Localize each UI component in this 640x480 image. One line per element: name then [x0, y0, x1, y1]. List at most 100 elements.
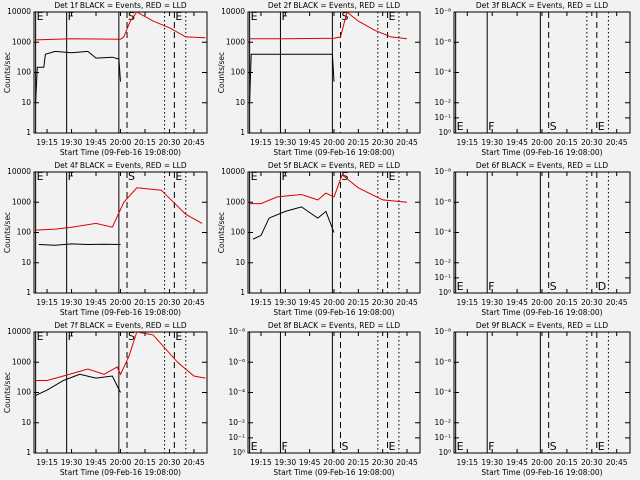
x-tick-label: 19:30 — [481, 138, 503, 147]
x-tick-label: 19:45 — [506, 458, 528, 467]
x-tick-label: 19:30 — [61, 298, 83, 307]
x-tick-label: 20:45 — [183, 458, 205, 467]
panel-title: Det 2f BLACK = Events, RED = LLD — [268, 1, 401, 10]
y-tick-label: 1000 — [12, 197, 31, 206]
event-marker-label: F — [281, 10, 287, 23]
x-tick-label: 19:30 — [275, 138, 297, 147]
x-tick-label: 20:30 — [581, 458, 603, 467]
x-axis-label: Start Time (09-Feb-16 19:08:00) — [481, 148, 602, 157]
event-marker-label: E — [251, 10, 258, 23]
x-tick-label: 20:00 — [323, 298, 345, 307]
y-tick-label: 10⁻² — [434, 258, 451, 267]
data-line — [35, 332, 206, 381]
x-tick-label: 20:15 — [348, 138, 370, 147]
event-marker-label: S — [550, 280, 557, 293]
event-marker-label: F — [68, 10, 74, 23]
y-tick-label: 10000 — [221, 7, 245, 16]
y-tick-label: 1 — [240, 288, 245, 297]
data-line — [35, 50, 121, 103]
x-axis-label: Start Time (09-Feb-16 19:08:00) — [60, 308, 181, 317]
x-tick-label: 20:15 — [134, 298, 156, 307]
y-tick-label: 10⁻⁴ — [434, 388, 451, 397]
plot-frame — [247, 331, 421, 454]
event-marker-label: E — [37, 170, 44, 183]
x-axis-label: Start Time (09-Feb-16 19:08:00) — [273, 148, 394, 157]
x-tick-label: 20:00 — [531, 458, 553, 467]
y-tick-label: 1000 — [12, 357, 31, 366]
y-tick-label: 10⁻⁴ — [434, 228, 451, 237]
y-tick-label: 10⁰ — [438, 288, 451, 297]
x-tick-label: 20:15 — [348, 298, 370, 307]
y-tick-label: 10⁰ — [438, 128, 451, 137]
x-tick-label: 19:30 — [61, 458, 83, 467]
y-axis-label: Counts/sec — [3, 212, 12, 253]
event-marker-label: E — [457, 120, 464, 133]
y-tick-label: 10⁻¹ — [228, 433, 245, 442]
x-tick-label: 20:45 — [396, 138, 418, 147]
x-tick-label: 20:00 — [110, 298, 132, 307]
y-tick-label: 1 — [26, 128, 31, 137]
y-tick-label: 10⁻⁸ — [434, 167, 451, 176]
x-tick-label: 19:30 — [481, 458, 503, 467]
event-marker-label: S — [341, 440, 348, 453]
x-tick-label: 19:45 — [299, 298, 321, 307]
plot-frame — [453, 11, 631, 134]
x-tick-label: 20:00 — [323, 138, 345, 147]
y-tick-label: 10⁰ — [232, 448, 245, 457]
event-marker-label: F — [488, 440, 494, 453]
event-marker-label: E — [37, 10, 44, 23]
event-marker-label: E — [37, 330, 44, 343]
event-marker-label: S — [341, 170, 348, 183]
y-tick-label: 1000 — [226, 37, 245, 46]
y-tick-label: 1 — [26, 288, 31, 297]
y-tick-label: 10000 — [7, 167, 31, 176]
y-tick-label: 1000 — [12, 37, 31, 46]
x-tick-label: 20:00 — [531, 138, 553, 147]
y-tick-label: 10⁻⁸ — [434, 7, 451, 16]
panel-title: Det 6f BLACK = Events, RED = LLD — [476, 161, 609, 170]
x-tick-label: 19:45 — [506, 298, 528, 307]
x-axis-label: Start Time (09-Feb-16 19:08:00) — [481, 308, 602, 317]
y-tick-label: 10⁻⁶ — [434, 37, 451, 46]
event-marker-label: E — [598, 120, 605, 133]
data-line — [35, 373, 121, 396]
y-axis-label: Counts/sec — [3, 52, 12, 93]
panel-title: Det 1f BLACK = Events, RED = LLD — [54, 1, 187, 10]
y-tick-label: 10 — [21, 418, 31, 427]
y-tick-label: 10⁻² — [434, 418, 451, 427]
y-tick-label: 10000 — [221, 167, 245, 176]
panel-title: Det 9f BLACK = Events, RED = LLD — [476, 321, 609, 330]
y-tick-label: 10 — [235, 258, 245, 267]
x-tick-label: 20:15 — [134, 458, 156, 467]
y-tick-label: 100 — [231, 68, 246, 77]
x-tick-label: 19:15 — [456, 138, 478, 147]
x-axis-label: Start Time (09-Feb-16 19:08:00) — [273, 308, 394, 317]
x-tick-label: 19:45 — [85, 298, 107, 307]
event-marker-label: S — [128, 330, 135, 343]
y-tick-label: 10 — [235, 98, 245, 107]
x-tick-label: 20:30 — [159, 458, 181, 467]
event-marker-label: E — [457, 280, 464, 293]
y-tick-label: 1000 — [226, 197, 245, 206]
event-marker-label: E — [251, 440, 258, 453]
event-marker-label: S — [550, 120, 557, 133]
panel-title: Det 7f BLACK = Events, RED = LLD — [54, 321, 187, 330]
y-tick-label: 10⁻¹ — [434, 113, 451, 122]
y-tick-label: 10⁻¹ — [434, 433, 451, 442]
data-line — [35, 12, 206, 41]
event-marker-label: E — [457, 440, 464, 453]
event-marker-label: E — [175, 10, 182, 23]
event-marker-label: S — [550, 440, 557, 453]
data-line — [249, 174, 408, 205]
y-tick-label: 100 — [17, 388, 32, 397]
y-tick-label: 10⁻² — [228, 418, 245, 427]
x-tick-label: 20:00 — [531, 298, 553, 307]
event-marker-label: S — [128, 170, 135, 183]
x-tick-label: 19:15 — [36, 298, 58, 307]
x-tick-label: 20:15 — [348, 458, 370, 467]
event-marker-label: F — [281, 170, 287, 183]
panel-title: Det 4f BLACK = Events, RED = LLD — [54, 161, 187, 170]
y-tick-label: 10⁻⁸ — [228, 327, 245, 336]
data-line — [35, 187, 203, 231]
x-tick-label: 19:15 — [250, 458, 272, 467]
